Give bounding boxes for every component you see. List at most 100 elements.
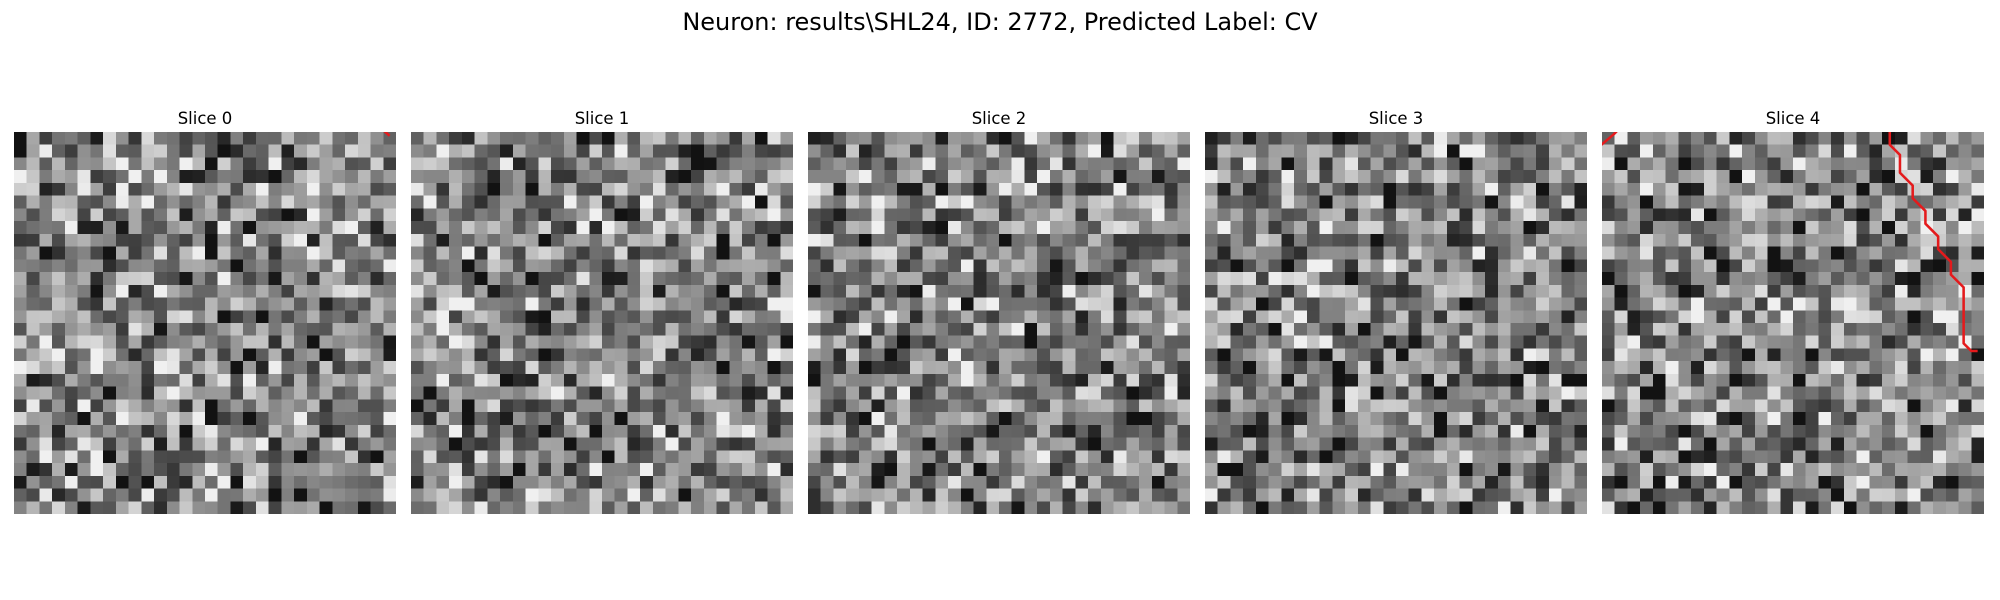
pixel xyxy=(986,195,1000,209)
pixel xyxy=(449,195,463,209)
pixel xyxy=(614,463,628,477)
pixel xyxy=(525,310,539,324)
pixel xyxy=(512,361,526,375)
pixel xyxy=(1062,157,1076,171)
pixel xyxy=(1716,437,1730,451)
pixel xyxy=(1754,399,1768,413)
pixel xyxy=(370,450,384,464)
pixel xyxy=(103,399,117,413)
pixel xyxy=(1408,310,1422,324)
pixel xyxy=(1805,233,1819,247)
pixel xyxy=(808,463,821,477)
pixel xyxy=(141,246,155,260)
pixel xyxy=(627,157,641,171)
pixel xyxy=(551,450,565,464)
pixel xyxy=(115,475,129,489)
pixel xyxy=(14,297,27,311)
pixel xyxy=(1894,272,1908,286)
pixel xyxy=(576,475,590,489)
pixel xyxy=(1485,501,1499,514)
pixel xyxy=(436,195,450,209)
pixel xyxy=(909,297,923,311)
pixel xyxy=(500,272,514,286)
pixel xyxy=(1113,450,1127,464)
pixel xyxy=(1729,157,1743,171)
pixel xyxy=(897,284,911,298)
pixel xyxy=(1767,348,1781,362)
pixel xyxy=(39,475,53,489)
pixel xyxy=(1805,386,1819,400)
pixel xyxy=(1408,348,1422,362)
pixel xyxy=(332,412,346,426)
pixel xyxy=(884,310,898,324)
pixel xyxy=(1894,132,1908,145)
pixel xyxy=(1011,488,1025,502)
pixel xyxy=(986,233,1000,247)
pixel xyxy=(141,501,155,514)
pixel xyxy=(833,297,847,311)
pixel xyxy=(742,272,756,286)
pixel xyxy=(614,144,628,158)
pixel xyxy=(614,424,628,438)
pixel xyxy=(897,221,911,235)
pixel xyxy=(897,437,911,451)
pixel xyxy=(1151,361,1165,375)
pixel xyxy=(217,463,231,477)
pixel xyxy=(1459,157,1473,171)
pixel xyxy=(973,399,987,413)
pixel xyxy=(512,170,526,184)
pixel xyxy=(1100,195,1114,209)
pixel xyxy=(1907,297,1921,311)
pixel xyxy=(1383,195,1397,209)
pixel xyxy=(1205,246,1218,260)
pixel xyxy=(589,373,603,387)
pixel xyxy=(1691,399,1705,413)
pixel xyxy=(525,348,539,362)
pixel xyxy=(500,297,514,311)
pixel xyxy=(461,373,475,387)
pixel xyxy=(64,259,78,273)
pixel xyxy=(1627,488,1641,502)
pixel xyxy=(1869,195,1883,209)
pixel xyxy=(423,348,437,362)
pixel xyxy=(154,437,168,451)
pixel xyxy=(383,182,396,196)
pixel xyxy=(1217,437,1231,451)
pixel xyxy=(1831,195,1845,209)
pixel xyxy=(1024,399,1038,413)
pixel xyxy=(436,373,450,387)
pixel xyxy=(589,157,603,171)
pixel xyxy=(820,386,834,400)
pixel xyxy=(1945,144,1959,158)
pixel xyxy=(1652,475,1666,489)
pixel xyxy=(1205,297,1218,311)
pixel xyxy=(77,412,91,426)
pixel xyxy=(948,361,962,375)
pixel xyxy=(474,157,488,171)
pixel xyxy=(665,437,679,451)
pixel xyxy=(1640,348,1654,362)
pixel xyxy=(474,463,488,477)
pixel xyxy=(179,348,193,362)
pixel xyxy=(614,132,628,145)
pixel xyxy=(1523,259,1537,273)
pixel xyxy=(1678,246,1692,260)
pixel xyxy=(1614,132,1628,145)
pixel xyxy=(1230,386,1244,400)
pixel xyxy=(716,208,730,222)
pixel xyxy=(1665,208,1679,222)
pixel xyxy=(1793,335,1806,349)
pixel xyxy=(1856,475,1870,489)
pixel xyxy=(1113,463,1127,477)
pixel xyxy=(1602,157,1615,171)
pixel xyxy=(411,437,424,451)
pixel xyxy=(1805,373,1819,387)
pixel xyxy=(652,348,666,362)
pixel xyxy=(1408,208,1422,222)
pixel xyxy=(1523,399,1537,413)
pixel xyxy=(1062,272,1076,286)
pixel xyxy=(1742,412,1756,426)
pixel xyxy=(640,132,654,145)
pixel xyxy=(166,361,180,375)
pixel xyxy=(230,195,244,209)
